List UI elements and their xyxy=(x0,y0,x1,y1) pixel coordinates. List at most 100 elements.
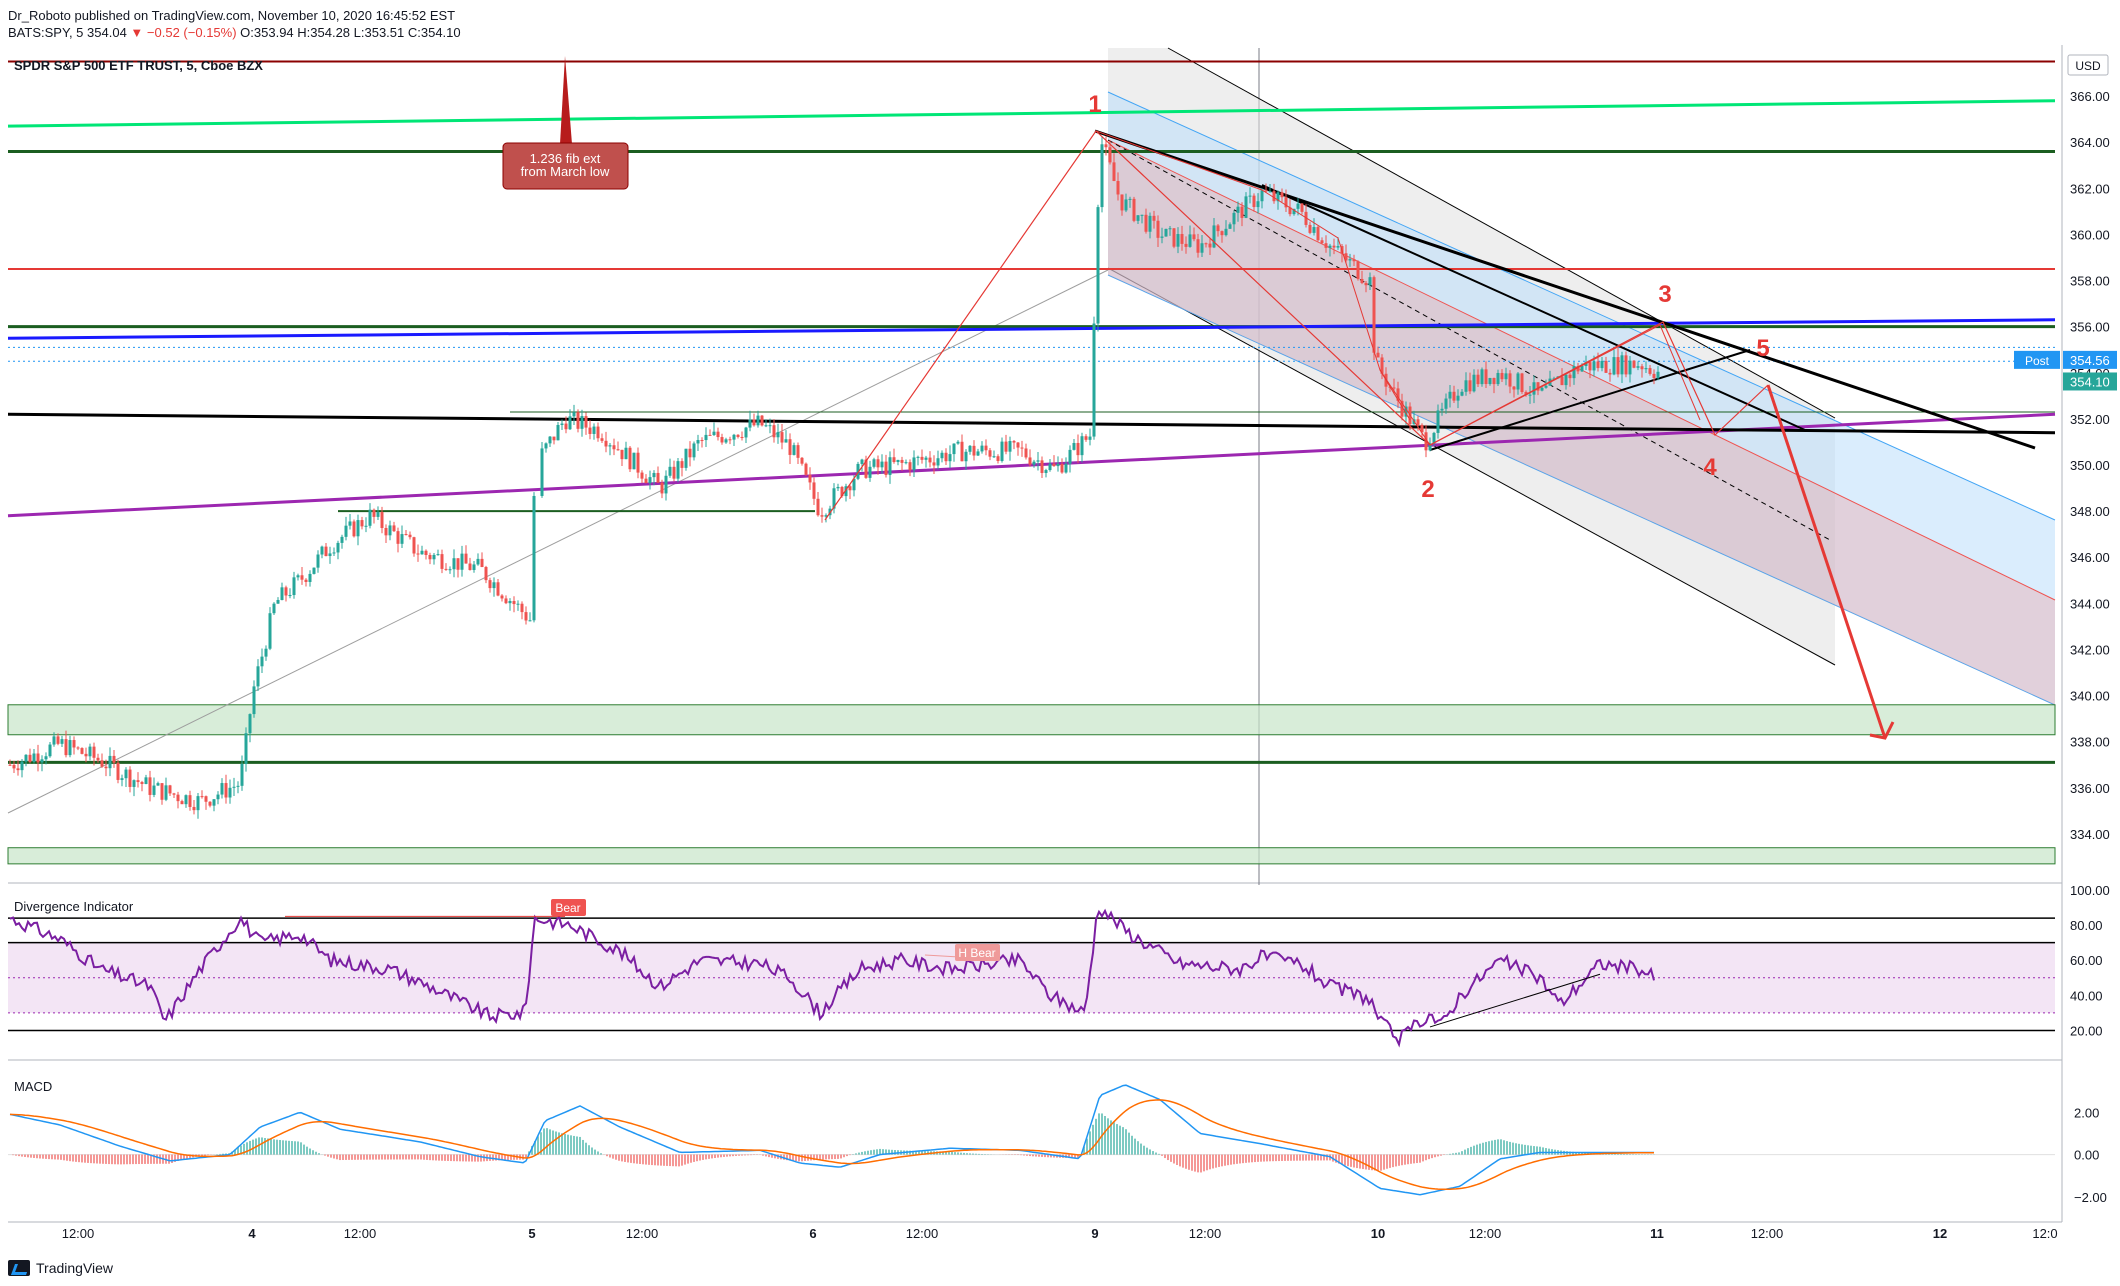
candle-body xyxy=(80,748,84,754)
candle-body xyxy=(696,440,700,444)
candle-body xyxy=(12,764,16,769)
rsi-tick-label: 20.00 xyxy=(2070,1023,2103,1038)
candle-body xyxy=(1052,463,1056,467)
candle-body xyxy=(1128,198,1132,200)
candle-body xyxy=(348,521,352,526)
footer-brand[interactable]: TradingView xyxy=(8,1260,113,1276)
candle-body xyxy=(48,744,52,757)
callout-text: 1.236 fib ext xyxy=(530,151,601,166)
candle-body xyxy=(100,760,104,767)
candle-body xyxy=(92,746,96,758)
green-sloped-line xyxy=(7,99,2056,128)
time-tick-label: 12:00 xyxy=(626,1226,659,1241)
candle-body xyxy=(512,600,516,605)
candle-body xyxy=(1356,261,1360,279)
candle-body xyxy=(1156,220,1160,238)
candle-body xyxy=(1220,231,1224,236)
candle-body xyxy=(1452,391,1456,401)
candle-body xyxy=(1580,366,1584,372)
candle-body xyxy=(212,799,216,806)
candle-body xyxy=(452,558,456,570)
candle-body xyxy=(1068,449,1072,464)
candle-body xyxy=(1080,436,1084,456)
price-tick-label: 360.00 xyxy=(2070,227,2110,242)
candle-body xyxy=(1360,278,1364,283)
candle-body xyxy=(1232,212,1236,225)
candle-body xyxy=(1244,196,1248,218)
candle-body xyxy=(676,461,680,479)
candle-body xyxy=(356,520,360,537)
candle-body xyxy=(740,436,744,438)
candle-body xyxy=(1008,441,1012,452)
candle-body xyxy=(1124,199,1128,211)
candle-body xyxy=(492,582,496,589)
hbear-divergence-line xyxy=(924,954,956,958)
candle-body xyxy=(1328,245,1332,248)
candle-body xyxy=(960,441,964,462)
candle-body xyxy=(420,550,424,555)
candle-body xyxy=(632,452,636,470)
candle-body xyxy=(1164,228,1168,237)
candle-body xyxy=(84,753,88,757)
candle-body xyxy=(1612,357,1616,375)
candle-body xyxy=(1160,236,1164,238)
candle-body xyxy=(448,569,452,571)
candle-body xyxy=(1536,382,1540,391)
candle-body xyxy=(792,445,796,455)
candle-body xyxy=(908,462,912,471)
rsi-tick-label: 40.00 xyxy=(2070,988,2103,1003)
candle-body xyxy=(1004,441,1008,452)
time-tick-label: 12:00 xyxy=(1189,1226,1222,1241)
candle-body xyxy=(660,482,664,494)
candle-body xyxy=(1644,368,1648,370)
candle-body xyxy=(276,599,280,604)
tradingview-logo-icon xyxy=(8,1260,30,1276)
candle-body xyxy=(112,755,116,763)
candle-body xyxy=(68,740,72,756)
candle-body xyxy=(156,783,160,786)
candle-body xyxy=(968,445,972,452)
candle-body xyxy=(996,456,1000,461)
candle-body xyxy=(1316,227,1320,241)
candle-body xyxy=(516,603,520,605)
candle-body xyxy=(300,575,304,580)
candle-body xyxy=(564,423,568,430)
candle-body xyxy=(1572,366,1576,379)
candle-body xyxy=(1032,461,1036,465)
candle-body xyxy=(780,432,784,443)
candle-body xyxy=(1136,215,1140,221)
candle-body xyxy=(476,558,480,565)
candle-body xyxy=(848,486,852,491)
price-tick-label: 340.00 xyxy=(2070,689,2110,704)
candle-body xyxy=(1524,391,1528,396)
candle-body xyxy=(1352,259,1356,262)
candle-body xyxy=(784,439,788,443)
candle-body xyxy=(1588,362,1592,371)
candle-body xyxy=(1624,355,1628,375)
candle-body xyxy=(912,457,916,471)
candle-body xyxy=(1176,234,1180,247)
candle-body xyxy=(88,746,92,757)
candle-body xyxy=(800,457,804,464)
currency-box xyxy=(2067,54,2109,76)
hbear-label: H Bear xyxy=(958,946,995,960)
candle-body xyxy=(1576,366,1580,372)
candle-body xyxy=(816,498,820,516)
price-tick-label: 344.00 xyxy=(2070,596,2110,611)
candle-body xyxy=(956,441,960,444)
candle-body xyxy=(1344,253,1348,261)
candle-body xyxy=(368,509,372,526)
candle-body xyxy=(248,714,252,734)
candle-body xyxy=(1112,162,1116,181)
candle-body xyxy=(936,458,940,466)
candle-body xyxy=(628,447,632,470)
candle-body xyxy=(484,567,488,581)
time-tick-label: 12 xyxy=(1933,1226,1947,1241)
candle-body xyxy=(224,783,228,798)
down-arrow-icon: ▼ xyxy=(130,25,144,40)
candle-body xyxy=(152,785,156,795)
candle-body xyxy=(1500,372,1504,380)
candle-body xyxy=(336,542,340,553)
candle-body xyxy=(1416,419,1420,425)
